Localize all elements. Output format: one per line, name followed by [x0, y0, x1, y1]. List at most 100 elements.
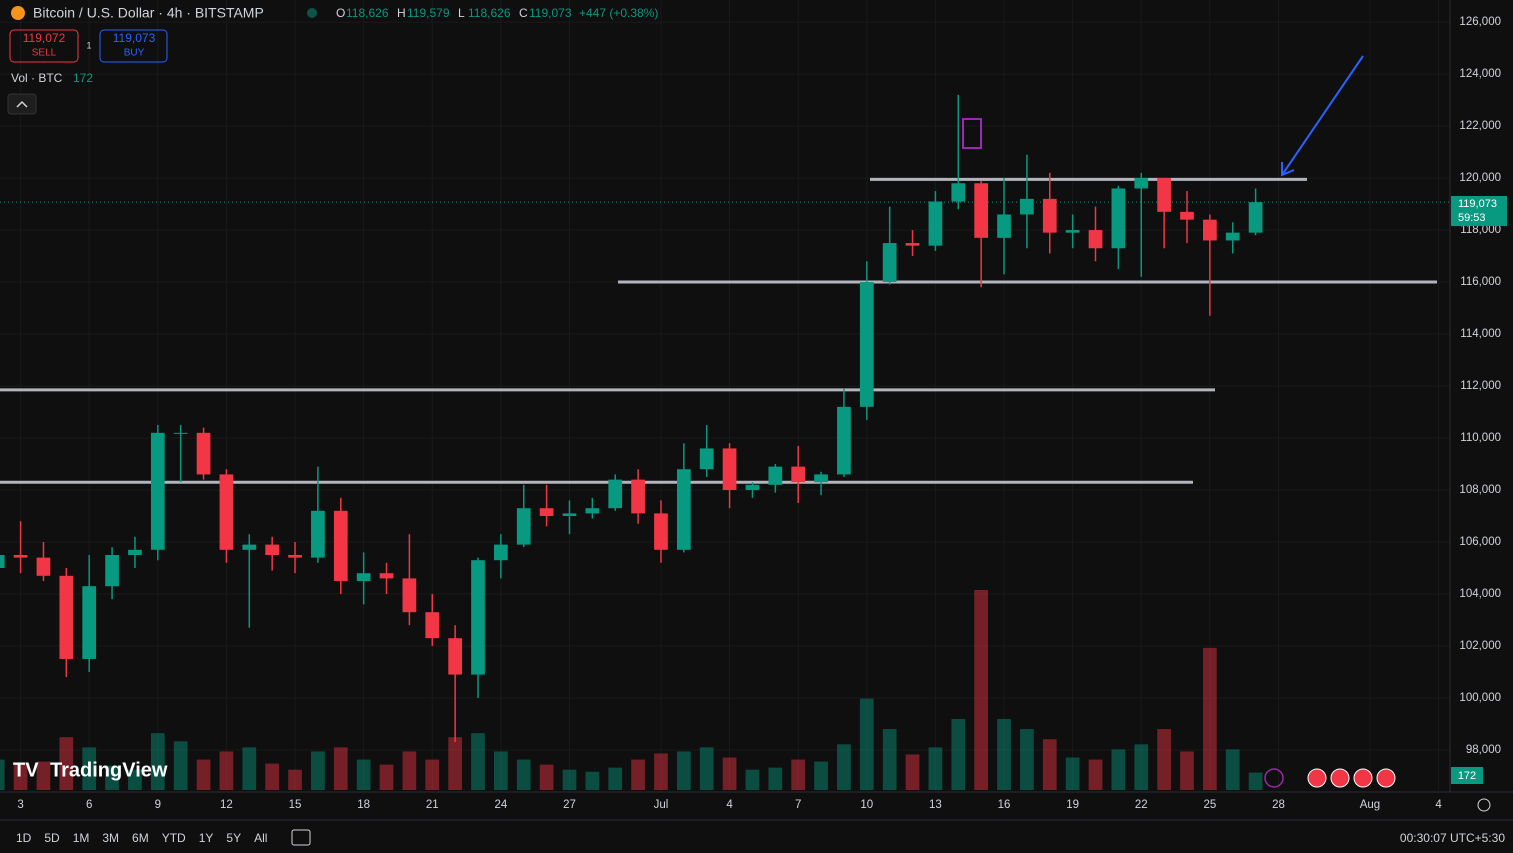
candle-body: [654, 513, 668, 550]
volume-bar: [311, 751, 325, 790]
volume-bar: [1134, 744, 1149, 790]
volume-bar: [219, 751, 234, 790]
range-button[interactable]: 1D: [16, 831, 32, 845]
candle-body: [1065, 230, 1080, 233]
x-tick-label: 15: [289, 799, 302, 811]
settings-icon[interactable]: [1477, 798, 1491, 812]
volume-bar: [791, 759, 806, 790]
candle-body: [59, 575, 74, 659]
volume-bar: [13, 763, 28, 790]
y-tick-label: 104,000: [1459, 588, 1501, 600]
candle-body: [150, 432, 165, 550]
volume-bar: [379, 764, 394, 790]
candle-body: [13, 555, 28, 558]
candle-body: [791, 466, 806, 483]
collapse-icon: [16, 100, 28, 108]
candle-body: [699, 448, 714, 470]
ohlc-value: 118,626: [468, 6, 511, 20]
symbol: Bitcoin / U.S. Dollar · 4h · BITSTAMP: [33, 5, 264, 21]
candle-body: [882, 243, 897, 283]
volume-bar: [1020, 729, 1034, 790]
volume-bar: [494, 751, 508, 790]
candle-body: [288, 555, 302, 558]
ohlc-value: 118,626: [346, 6, 389, 20]
candle-body: [837, 406, 851, 475]
volume-bar: [768, 767, 783, 790]
candle-body: [562, 513, 577, 517]
sell-button[interactable]: [9, 29, 79, 63]
volume-bar: [997, 718, 1011, 790]
x-tick-label: 9: [155, 799, 161, 811]
range-button[interactable]: 5Y: [226, 831, 241, 845]
range-button[interactable]: 3M: [102, 831, 119, 845]
buy-button[interactable]: [99, 29, 168, 63]
volume-bar: [905, 754, 920, 790]
candle-body: [494, 544, 508, 561]
highlight-box: [962, 118, 982, 149]
y-tick-label: 108,000: [1459, 484, 1501, 496]
candle-body: [1225, 232, 1240, 241]
volume-bar: [288, 769, 302, 790]
candle-body: [448, 638, 462, 675]
candle-body: [0, 555, 5, 568]
candle-body: [928, 201, 943, 246]
volume-bar: [837, 744, 851, 790]
event-icon[interactable]: [1307, 768, 1327, 788]
candle-body: [1020, 198, 1034, 215]
y-tick-label: 118,000: [1460, 224, 1501, 236]
volume-bar: [1157, 729, 1171, 790]
volume-bar: [150, 733, 165, 790]
x-tick-label: 28: [1272, 799, 1285, 811]
arrow-head: [1281, 162, 1295, 177]
volume-bar: [356, 759, 371, 790]
event-icon[interactable]: [1376, 768, 1396, 788]
y-tick-label: 98,000: [1466, 744, 1501, 756]
event-icon[interactable]: [1353, 768, 1373, 788]
event-icon[interactable]: [1264, 768, 1284, 788]
date-range-icon[interactable]: [291, 829, 311, 846]
ohlc-key: L: [458, 6, 465, 20]
candle-body: [1248, 202, 1263, 233]
range-button[interactable]: All: [254, 831, 267, 845]
volume-bar: [242, 747, 257, 790]
range-button[interactable]: 1Y: [199, 831, 214, 845]
price-tag-value: 119,073: [1458, 198, 1497, 210]
x-tick-label: 24: [494, 799, 507, 811]
spread: 1: [86, 40, 91, 50]
range-button[interactable]: YTD: [162, 831, 186, 845]
volume-bar: [814, 761, 828, 790]
collapse-button[interactable]: [7, 93, 37, 115]
candle-body: [722, 448, 737, 491]
candle-body: [768, 466, 783, 485]
volume-bar: [1180, 751, 1194, 790]
candle-body: [608, 479, 623, 509]
range-button[interactable]: 6M: [132, 831, 149, 845]
volume-bar: [608, 767, 623, 790]
volume-bar: [859, 698, 874, 790]
x-tick-label: 25: [1203, 799, 1216, 811]
x-tick-label: 19: [1066, 799, 1079, 811]
volume-bar: [425, 759, 440, 790]
range-toolbar: 1D 5D 1M 3M 6M YTD 1Y 5Y All: [16, 831, 267, 845]
volume-pane: [0, 590, 1263, 790]
volume-bar: [1065, 757, 1080, 790]
brand-logo: TV: [13, 759, 39, 781]
x-tick-label: 21: [426, 799, 439, 811]
x-tick-label: 18: [357, 799, 370, 811]
price-tag: [1451, 196, 1507, 226]
candle-body: [425, 612, 440, 639]
event-icon[interactable]: [1330, 768, 1350, 788]
candle-body: [36, 557, 51, 576]
volume-tag: [1451, 767, 1483, 784]
volume-bar: [928, 747, 943, 790]
range-button[interactable]: 1M: [73, 831, 90, 845]
volume-bar: [1088, 759, 1103, 790]
volume-bar: [745, 769, 760, 790]
x-tick-label: 4: [726, 799, 733, 811]
volume-bar: [951, 718, 966, 790]
x-tick-label: 16: [998, 799, 1011, 811]
ohlc-key: H: [397, 6, 406, 20]
ohlc-value: 119,579: [407, 6, 450, 20]
drawings: [0, 177, 1450, 484]
range-button[interactable]: 5D: [44, 831, 60, 845]
